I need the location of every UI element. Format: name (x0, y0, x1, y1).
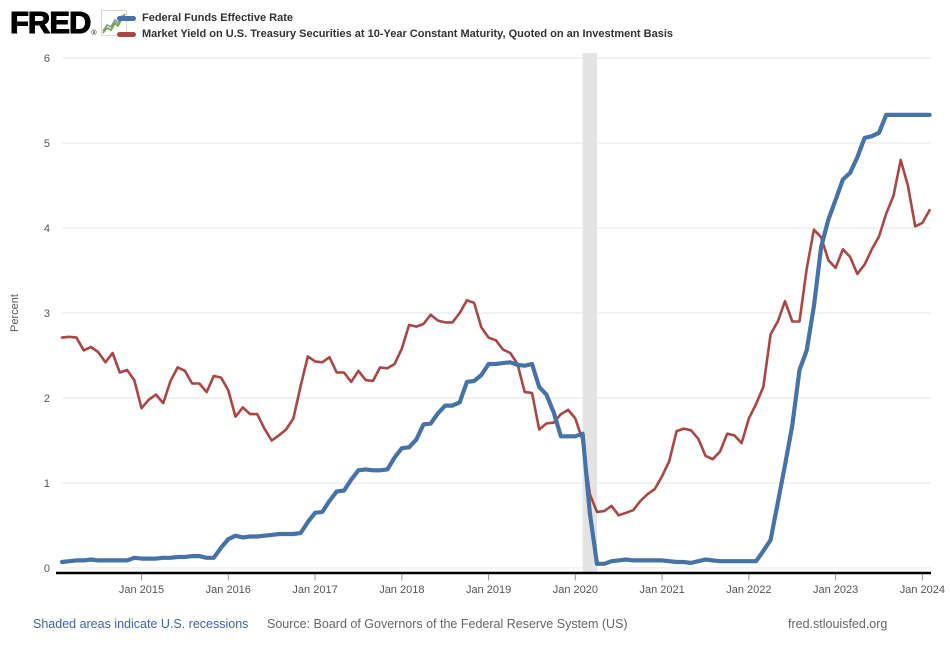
x-tick-label: Jan 2020 (553, 584, 598, 596)
registered-mark: ® (91, 30, 97, 37)
fred-site-link[interactable]: fred.stlouisfed.org (788, 617, 888, 631)
source-link[interactable]: Source: Board of Governors of the Federa… (267, 617, 628, 631)
recessions-note-link[interactable]: Shaded areas indicate U.S. recessions (33, 617, 249, 631)
x-tick-label: Jan 2023 (813, 584, 858, 596)
legend-label-fed-funds: Federal Funds Effective Rate (142, 12, 293, 24)
x-tick-label: Jan 2024 (900, 584, 945, 596)
fed-funds-swatch (117, 15, 136, 21)
fred-logo[interactable]: FRED ® (9, 5, 127, 40)
y-tick-label: 3 (44, 308, 50, 320)
y-tick-label: 1 (44, 478, 50, 490)
fred-logo-text: FRED (9, 5, 92, 40)
treasury-10y-swatch (117, 31, 136, 37)
x-tick-label: Jan 2017 (292, 584, 337, 596)
fed-funds-line (59, 112, 932, 566)
chart-legend: Federal Funds Effective Rate Market Yiel… (117, 10, 673, 42)
legend-label-treasury-10y: Market Yield on U.S. Treasury Securities… (142, 28, 674, 40)
fred-logo-chart-icon (100, 10, 127, 36)
y-tick-label: 4 (44, 223, 50, 235)
y-axis-title: Percent (9, 294, 21, 332)
x-tick-label: Jan 2016 (206, 584, 251, 596)
x-tick-label: Jan 2018 (379, 584, 424, 596)
y-tick-label: 2 (44, 393, 50, 405)
x-tick-label: Jan 2021 (639, 584, 684, 596)
y-tick-label: 5 (44, 138, 50, 150)
x-tick-label: Jan 2022 (726, 584, 771, 596)
x-tick-label: Jan 2015 (119, 584, 164, 596)
chart-footer: Shaded areas indicate U.S. recessions So… (0, 615, 950, 639)
x-tick-label: Jan 2019 (466, 584, 511, 596)
legend-item-fed-funds[interactable]: Federal Funds Effective Rate (117, 10, 673, 26)
y-tick-label: 6 (44, 53, 50, 65)
legend-item-treasury-10y[interactable]: Market Yield on U.S. Treasury Securities… (117, 26, 673, 42)
treasury-10y-line (60, 158, 931, 517)
y-tick-label: 0 (44, 563, 50, 575)
